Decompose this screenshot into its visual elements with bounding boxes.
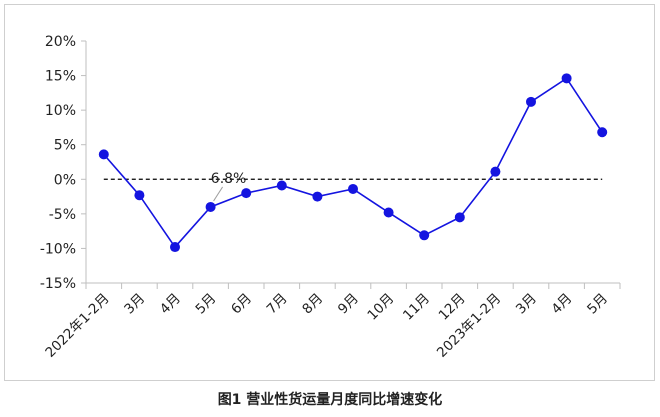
data-point: [561, 73, 572, 84]
line-chart: 20% 15% 10% 5% 0% -5% -10% -15%2022年1-2月 3月 4月 5月 6…: [40, 34, 621, 361]
x-tick-label: 7月: [264, 291, 291, 318]
x-tick-label: 4月: [548, 291, 575, 318]
y-tick-label: 0%: [54, 172, 76, 188]
x-tick-label: 11月: [400, 291, 433, 324]
x-tick-label: 3月: [513, 291, 540, 318]
x-tick-label: 8月: [299, 291, 326, 318]
data-point: [312, 191, 323, 202]
annotation-leader: [213, 186, 224, 202]
data-point: [490, 166, 501, 177]
x-tick-label: 6月: [228, 291, 255, 318]
x-tick-label: 9月: [335, 291, 362, 318]
data-point: [597, 127, 608, 138]
y-tick-label: 10%: [45, 103, 76, 119]
x-tick-label: 5月: [584, 291, 611, 318]
data-point: [526, 96, 536, 107]
x-tick-label: 5月: [192, 291, 219, 318]
x-tick-label: 4月: [157, 291, 184, 318]
y-tick-label: 20%: [45, 34, 76, 50]
y-tick-label: -10%: [40, 241, 76, 257]
data-point: [205, 201, 216, 212]
data-point: [348, 183, 358, 194]
data-point: [170, 242, 180, 253]
data-point: [241, 188, 252, 199]
figure-caption: 图1 营业性货运量月度同比增速变化: [217, 392, 443, 408]
data-point: [383, 207, 394, 218]
data-point: [419, 230, 430, 241]
y-tick-label: -5%: [49, 207, 76, 223]
y-tick-label: 15%: [45, 69, 76, 85]
data-point: [454, 212, 465, 223]
y-tick-label: 5%: [54, 138, 76, 154]
data-point: [134, 190, 145, 201]
data-point: [276, 180, 287, 191]
x-tick-label: 10月: [364, 291, 397, 324]
chart-frame: [4, 4, 655, 381]
x-tick-label: 3月: [121, 291, 148, 318]
x-tick-label: 2023年1-2月: [434, 291, 504, 361]
y-tick-label: -15%: [40, 276, 76, 292]
x-tick-label: 2022年1-2月: [42, 291, 112, 361]
annotation-label: 6.8%: [211, 171, 247, 187]
data-point: [98, 149, 109, 160]
